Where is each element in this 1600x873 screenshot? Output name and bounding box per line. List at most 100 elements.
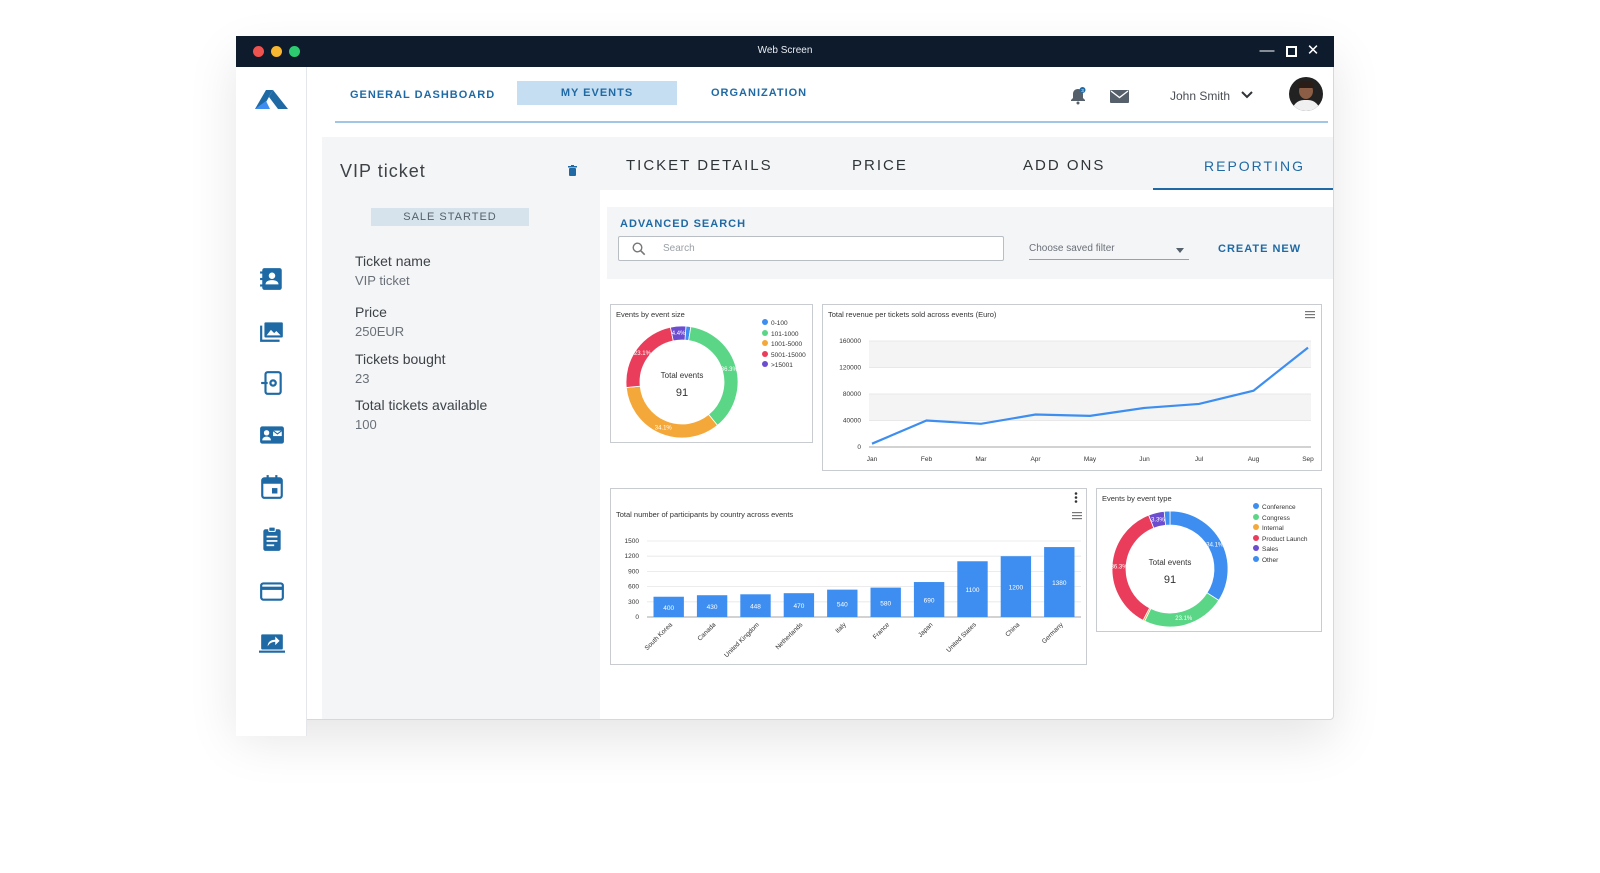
legend-item: 5001-15000: [762, 350, 806, 362]
tab-price[interactable]: PRICE: [852, 157, 908, 174]
x-tick-label: Japan: [917, 621, 935, 639]
x-tick-label: Mar: [975, 456, 987, 463]
x-tick-label: Germany: [1041, 621, 1065, 645]
chart-legend: 0-100 101-1000 1001-5000 5001-15000 >15001: [762, 319, 806, 372]
search-placeholder: Search: [663, 243, 695, 254]
avatar[interactable]: [1289, 77, 1323, 111]
maximize-icon[interactable]: [1282, 42, 1300, 60]
bar: [740, 594, 771, 617]
app-frame: Web Screen — ✕: [236, 36, 1334, 736]
create-new-button[interactable]: CREATE NEW: [1218, 243, 1302, 255]
mail-icon[interactable]: [1110, 90, 1129, 103]
more-vertical-icon[interactable]: [1074, 492, 1078, 503]
advanced-search-panel: ADVANCED SEARCH Search Choose saved filt…: [607, 207, 1333, 279]
field-value-total-available: 100: [355, 417, 377, 432]
slice-label: 36.3%: [721, 367, 739, 373]
x-tick-label: Netherlands: [775, 621, 805, 651]
donut-chart-event-size: 36.3% 34.1% 23.1% 4.4% Total events 91: [625, 325, 739, 439]
legend-swatch: [1253, 534, 1259, 541]
slice-label: 3.3%: [1151, 517, 1165, 523]
x-tick-label: Canada: [696, 621, 717, 642]
bell-icon[interactable]: 3: [1070, 87, 1086, 105]
legend-swatch: [762, 361, 768, 367]
bar: [827, 589, 858, 617]
minimize-dot-icon[interactable]: [271, 46, 282, 57]
x-tick-label: France: [872, 621, 892, 641]
line-chart-revenue: 0 40000 80000 120000 160000 Jan Feb Mar Apr May Ju…: [839, 338, 1314, 463]
slice-label: 34.1%: [1206, 543, 1224, 549]
bar-value-label: 1100: [966, 587, 980, 594]
legend-item: >15001: [762, 361, 806, 372]
clipboard-icon[interactable]: [259, 526, 285, 552]
tab-my-events[interactable]: MY EVENTS: [517, 81, 677, 105]
y-tick-label: 1200: [625, 553, 640, 560]
bar-value-label: 448: [750, 604, 761, 611]
slice-label: 23.1%: [1175, 616, 1193, 622]
field-value-ticket-name: VIP ticket: [355, 273, 410, 288]
bar: [1044, 547, 1075, 617]
settings-device-icon[interactable]: [259, 370, 285, 396]
x-tick-label: Italy: [834, 621, 848, 635]
donut-slice: [625, 385, 719, 439]
chevron-down-icon[interactable]: [1241, 90, 1253, 99]
bar-value-label: 580: [880, 600, 891, 607]
credit-card-icon[interactable]: [259, 578, 285, 604]
username[interactable]: John Smith: [1170, 89, 1231, 103]
gallery-icon[interactable]: [259, 318, 285, 344]
bar-chart-participants: 0 300 600 900 1200 1500 400 South Korea 430 Canad…: [625, 538, 1081, 659]
close-icon[interactable]: ✕: [1306, 42, 1320, 59]
y-tick-label: 900: [628, 568, 639, 575]
chart-legend: Conference Congress Internal Product Launch…: [1253, 503, 1308, 566]
bar-value-label: 430: [707, 604, 718, 611]
slice-label: 23.1%: [634, 351, 652, 357]
tab-organization[interactable]: ORGANIZATION: [711, 87, 808, 99]
bar-value-label: 540: [837, 601, 848, 608]
calendar-icon[interactable]: [259, 474, 285, 500]
tab-general-dashboard[interactable]: GENERAL DASHBOARD: [350, 89, 496, 101]
tab-add-ons[interactable]: ADD ONS: [1023, 157, 1106, 174]
slice-label: 4.4%: [672, 331, 686, 337]
search-input[interactable]: Search: [618, 236, 1004, 261]
legend-swatch: [762, 350, 768, 357]
x-tick-label: Jul: [1195, 456, 1204, 463]
x-tick-label: May: [1084, 456, 1097, 463]
grid-band: [869, 341, 1311, 368]
saved-filter-select[interactable]: Choose saved filter: [1029, 240, 1189, 260]
y-tick-label: 40000: [843, 418, 861, 425]
chart-card-participants: Total number of participants by country …: [610, 488, 1087, 665]
contacts-icon[interactable]: [259, 266, 285, 292]
y-tick-label: 0: [635, 614, 639, 621]
y-tick-label: 1500: [625, 538, 640, 545]
dropdown-caret-icon: [1176, 248, 1184, 253]
field-label-ticket-name: Ticket name: [355, 253, 431, 269]
trash-icon[interactable]: [568, 165, 577, 176]
menu-icon[interactable]: [1305, 311, 1315, 319]
donut-slice: [1163, 510, 1171, 526]
chart-title: Events by event type: [1102, 494, 1172, 503]
x-tick-label: Jun: [1139, 456, 1150, 463]
tab-ticket-details[interactable]: TICKET DETAILS: [626, 157, 773, 174]
chart-title: Events by event size: [616, 310, 685, 319]
legend-swatch: [762, 329, 768, 336]
x-tick-label: Apr: [1030, 456, 1041, 463]
notification-count: 3: [1081, 88, 1084, 93]
x-tick-label: Aug: [1248, 456, 1260, 463]
chart-card-event-size: Events by event size 36.3% 34.1% 23.1% 4.4%…: [610, 304, 813, 443]
legend-item: Other: [1253, 555, 1308, 567]
share-screen-icon[interactable]: [259, 630, 285, 656]
bar: [957, 561, 988, 617]
contact-mail-icon[interactable]: [259, 422, 285, 448]
menu-icon[interactable]: [1072, 512, 1082, 520]
close-dot-icon[interactable]: [253, 46, 264, 57]
maximize-dot-icon[interactable]: [289, 46, 300, 57]
status-badge: SALE STARTED: [371, 208, 529, 226]
field-label-tickets-bought: Tickets bought: [355, 351, 446, 367]
legend-item: Sales: [1253, 545, 1308, 556]
minimize-icon[interactable]: —: [1259, 42, 1275, 59]
tab-reporting[interactable]: REPORTING: [1204, 158, 1305, 174]
brand-logo-icon[interactable]: [252, 87, 290, 113]
legend-swatch: [1253, 555, 1259, 562]
legend-swatch: [1253, 503, 1259, 509]
donut-slice: [669, 325, 687, 342]
donut-chart-event-type: 34.1% 23.1% 36.3% 3.3% Total events 91: [1111, 510, 1229, 628]
